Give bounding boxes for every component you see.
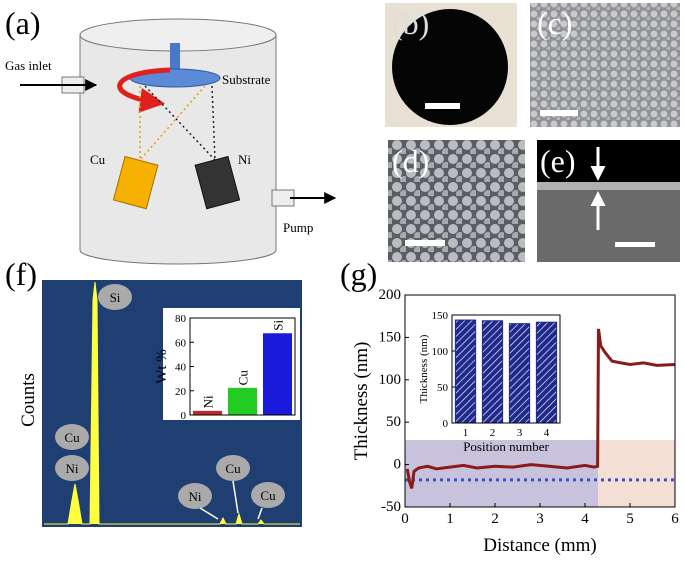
y-tick-label: 150 xyxy=(432,310,449,322)
category-label: Cu xyxy=(236,370,251,386)
x-tick-label: 5 xyxy=(626,511,634,527)
axes-frame xyxy=(189,317,296,416)
panel-a: (a) Gas inlet Substrate Cu Ni Pump xyxy=(5,5,337,265)
peak-bubble xyxy=(216,455,250,481)
category-label: Ni xyxy=(201,395,216,408)
peak-label: Ni xyxy=(66,461,79,476)
x-tick-label: 4 xyxy=(544,427,550,439)
y-tick-label: 60 xyxy=(175,337,187,349)
peak-bubble xyxy=(55,424,89,450)
x-tick-label: 4 xyxy=(581,511,589,527)
scale-bar xyxy=(425,103,460,109)
x-tick-label: 1 xyxy=(446,511,454,527)
panel-g: (g) xyxy=(340,256,675,507)
x-tick-label: 3 xyxy=(536,511,544,527)
x-tick-label: 2 xyxy=(491,511,499,527)
label: Substrate xyxy=(222,72,271,87)
y-tick-label: 40 xyxy=(175,362,187,374)
bar xyxy=(454,319,477,424)
x-tick-label: 1 xyxy=(463,427,469,439)
x-tick-label: 6 xyxy=(671,511,679,527)
peak-bubble xyxy=(98,284,132,310)
panel-label: (d) xyxy=(392,143,429,179)
photo-strip xyxy=(405,440,598,507)
peak-label: Ni xyxy=(189,489,202,504)
panel-label: (e) xyxy=(540,143,576,179)
bar xyxy=(193,410,222,416)
scale-bar xyxy=(540,110,578,116)
pointer xyxy=(232,480,239,514)
micrographs: (b) (c) (d) (e) xyxy=(385,3,680,262)
label: Pump xyxy=(283,220,313,235)
y-tick-label: 80 xyxy=(175,313,187,325)
x-axis-label: Distance (mm) xyxy=(483,535,596,556)
bar xyxy=(535,321,558,424)
y-tick-label: 0 xyxy=(181,410,187,422)
y-tick-label: 50 xyxy=(386,414,401,430)
cu-target xyxy=(112,155,159,210)
y-axis-label: Thickness (nm) xyxy=(418,334,430,403)
bar xyxy=(228,387,257,416)
axes-frame xyxy=(451,314,561,424)
image-c xyxy=(530,3,680,127)
y-axis-label: Counts xyxy=(18,373,39,427)
rotation-arrow xyxy=(117,67,171,113)
film-edge xyxy=(537,182,680,190)
beam xyxy=(139,85,206,161)
peak-label: Si xyxy=(110,290,121,305)
label: Cu xyxy=(90,152,106,167)
peak-label: Cu xyxy=(64,430,80,445)
y-tick-label: 200 xyxy=(379,287,402,303)
peak-label: Cu xyxy=(260,488,276,503)
shaft xyxy=(170,43,180,73)
bar xyxy=(508,323,531,424)
y-tick-label: 150 xyxy=(379,329,402,345)
y-axis-label: Thickness (nm) xyxy=(351,342,372,461)
peak-bubble xyxy=(55,455,89,481)
chamber xyxy=(79,35,277,265)
peak-bubble xyxy=(178,483,212,509)
panel-label: (f) xyxy=(5,256,37,292)
panel-label: (b) xyxy=(392,5,429,41)
panel-label: (g) xyxy=(340,256,377,292)
label: Ni xyxy=(238,152,251,167)
scale-bar xyxy=(405,240,445,246)
bar xyxy=(481,320,504,424)
y-tick-label: 0 xyxy=(443,418,449,430)
x-tick-label: 3 xyxy=(517,427,523,439)
y-tick-label: 20 xyxy=(175,386,187,398)
y-tick-label: 0 xyxy=(394,457,402,473)
spectrum xyxy=(44,281,300,525)
peak-label: Cu xyxy=(225,461,241,476)
scale-bar xyxy=(615,242,655,247)
y-tick-label: -50 xyxy=(381,499,401,515)
axes-frame xyxy=(404,294,676,508)
x-axis-label: Position number xyxy=(463,439,549,454)
wafer xyxy=(392,9,508,125)
label: Gas inlet xyxy=(5,58,52,73)
ni-target xyxy=(194,155,241,210)
beam xyxy=(144,85,216,161)
y-tick-label: 100 xyxy=(432,346,449,358)
category-label: Si xyxy=(271,320,286,331)
peak-bubble xyxy=(251,482,285,508)
pointer xyxy=(199,507,219,520)
film-layer xyxy=(537,182,680,262)
panel-label: (c) xyxy=(537,5,573,41)
y-tick-label: 100 xyxy=(379,372,402,388)
pointer xyxy=(257,507,263,520)
data-line xyxy=(405,328,676,489)
y-axis-label: Wt % xyxy=(154,349,170,384)
panel-label: (a) xyxy=(5,5,41,41)
x-tick-label: 0 xyxy=(401,511,409,527)
bar xyxy=(263,333,292,416)
y-tick-label: 50 xyxy=(437,382,449,394)
photo-strip xyxy=(598,440,675,507)
x-tick-label: 2 xyxy=(490,427,496,439)
beam xyxy=(211,85,216,161)
